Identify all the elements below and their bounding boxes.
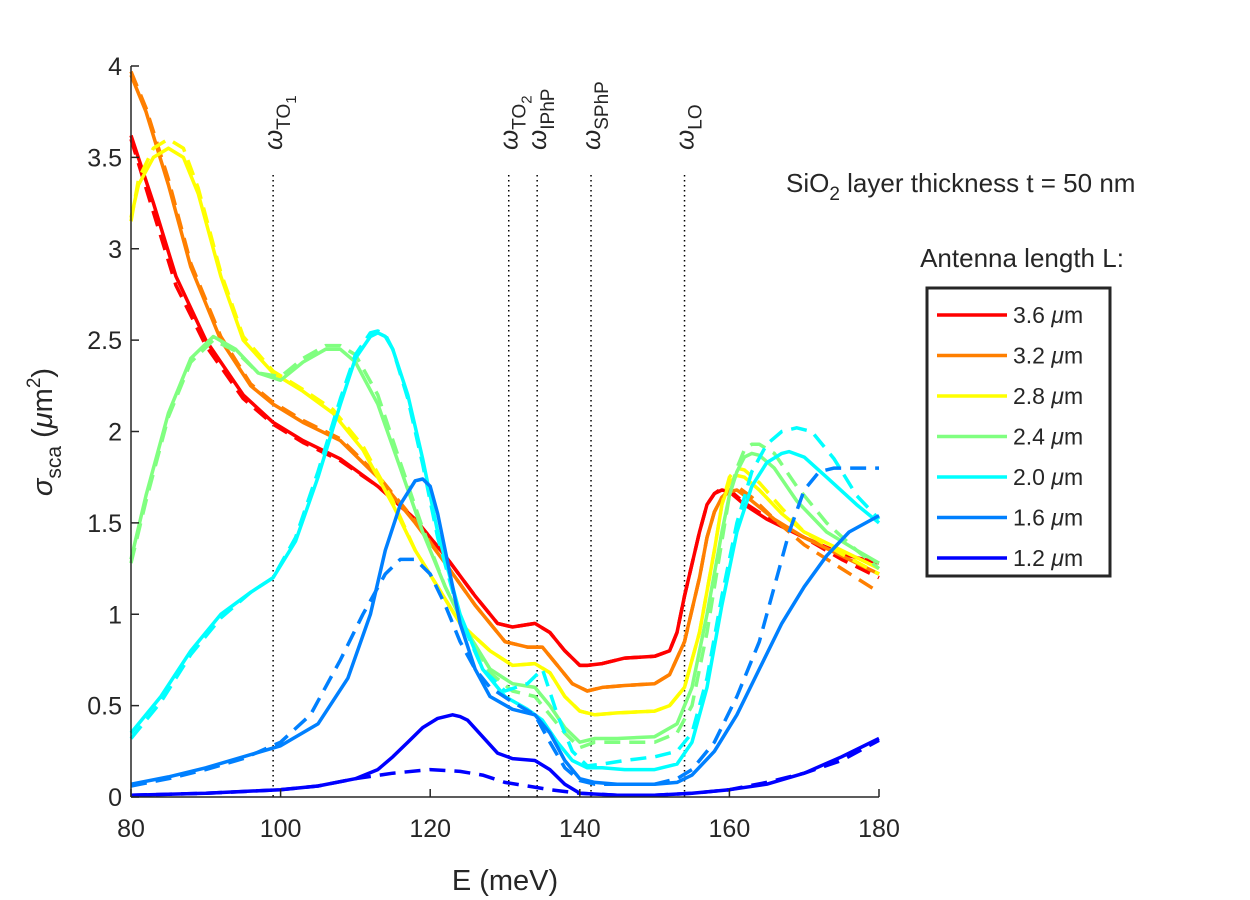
y-tick-label-3: 3 xyxy=(108,236,122,264)
y-axis-title-superscript: 2 xyxy=(24,378,45,389)
legend-label-3-6-um: 3.6 μm xyxy=(1013,302,1083,328)
x-tick-label-100: 100 xyxy=(260,815,302,843)
annotation-subscript: 2 xyxy=(829,184,840,205)
series-layer xyxy=(129,70,881,797)
series-3-6-um-solid xyxy=(129,134,880,668)
y-axis-title: σsca (μm2) xyxy=(24,368,66,496)
y-axis-title-unit: m xyxy=(27,388,59,412)
legend-label-2-8-um: 2.8 μm xyxy=(1013,383,1083,409)
y-tick-label-1-5: 1.5 xyxy=(87,510,122,538)
annotation-suffix: layer thickness t = 50 nm xyxy=(840,168,1136,198)
chart-annotation: SiO2 layer thickness t = 50 nm xyxy=(786,168,1135,205)
legend: 3.6 μm 3.2 μm 2.8 μm 2.4 μm 2.0 μm 1.6 μm 1.2 … xyxy=(925,286,1112,578)
x-tick-label-140: 140 xyxy=(559,815,601,843)
y-tick-label-4: 4 xyxy=(108,53,122,81)
legend-label-2-0-um: 2.0 μm xyxy=(1013,464,1083,490)
axis-ticks: 80 100 120 140 160 180 0 0.5 1 1.5 2 2.5 3 3.5 4 xyxy=(87,53,900,843)
y-axis-title-subscript: sca xyxy=(43,446,66,479)
y-tick-label-2-5: 2.5 xyxy=(87,327,122,355)
x-tick-label-180: 180 xyxy=(858,815,900,843)
x-tick-label-120: 120 xyxy=(409,815,451,843)
x-axis-title: E (meV) xyxy=(452,865,558,897)
annotation-prefix: SiO xyxy=(786,168,829,198)
vline-label-lo: ωLO xyxy=(670,104,707,150)
y-tick-label-0-5: 0.5 xyxy=(87,693,122,721)
y-axis-title-symbol: σ xyxy=(27,477,59,496)
series-1-2-um-solid xyxy=(130,713,880,797)
y-tick-label-1: 1 xyxy=(108,601,122,629)
legend-label-1-6-um: 1.6 μm xyxy=(1013,505,1083,531)
legend-label-1-2-um: 1.2 μm xyxy=(1013,545,1083,571)
series-1-6-um-dashed xyxy=(130,466,879,788)
y-tick-label-0: 0 xyxy=(108,784,122,812)
vline-label-iphp: ωIPhP xyxy=(522,89,559,150)
vline-label-sphp: ωSPhP xyxy=(576,81,613,150)
svg-text:σsca (μm2): σsca (μm2) xyxy=(24,368,66,496)
legend-label-2-4-um: 2.4 μm xyxy=(1013,424,1083,450)
series-2-4-um-solid xyxy=(129,334,880,744)
legend-label-3-2-um: 3.2 μm xyxy=(1013,343,1083,369)
y-tick-label-2: 2 xyxy=(108,419,122,447)
legend-title: Antenna length L: xyxy=(920,243,1124,273)
legend-box xyxy=(925,286,1112,578)
x-tick-label-160: 160 xyxy=(709,815,751,843)
y-tick-label-3-5: 3.5 xyxy=(87,144,122,172)
vline-label-to-1: ωTO1 xyxy=(258,95,300,150)
y-axis-title-close: ) xyxy=(27,368,59,378)
vline-label-to-2: ωTO2 xyxy=(494,95,536,150)
y-axis-title-open: ( xyxy=(27,428,59,446)
y-axis-title-mu: μ xyxy=(27,412,59,429)
x-tick-label-80: 80 xyxy=(117,815,145,843)
series-1-6-um-solid xyxy=(130,477,880,786)
